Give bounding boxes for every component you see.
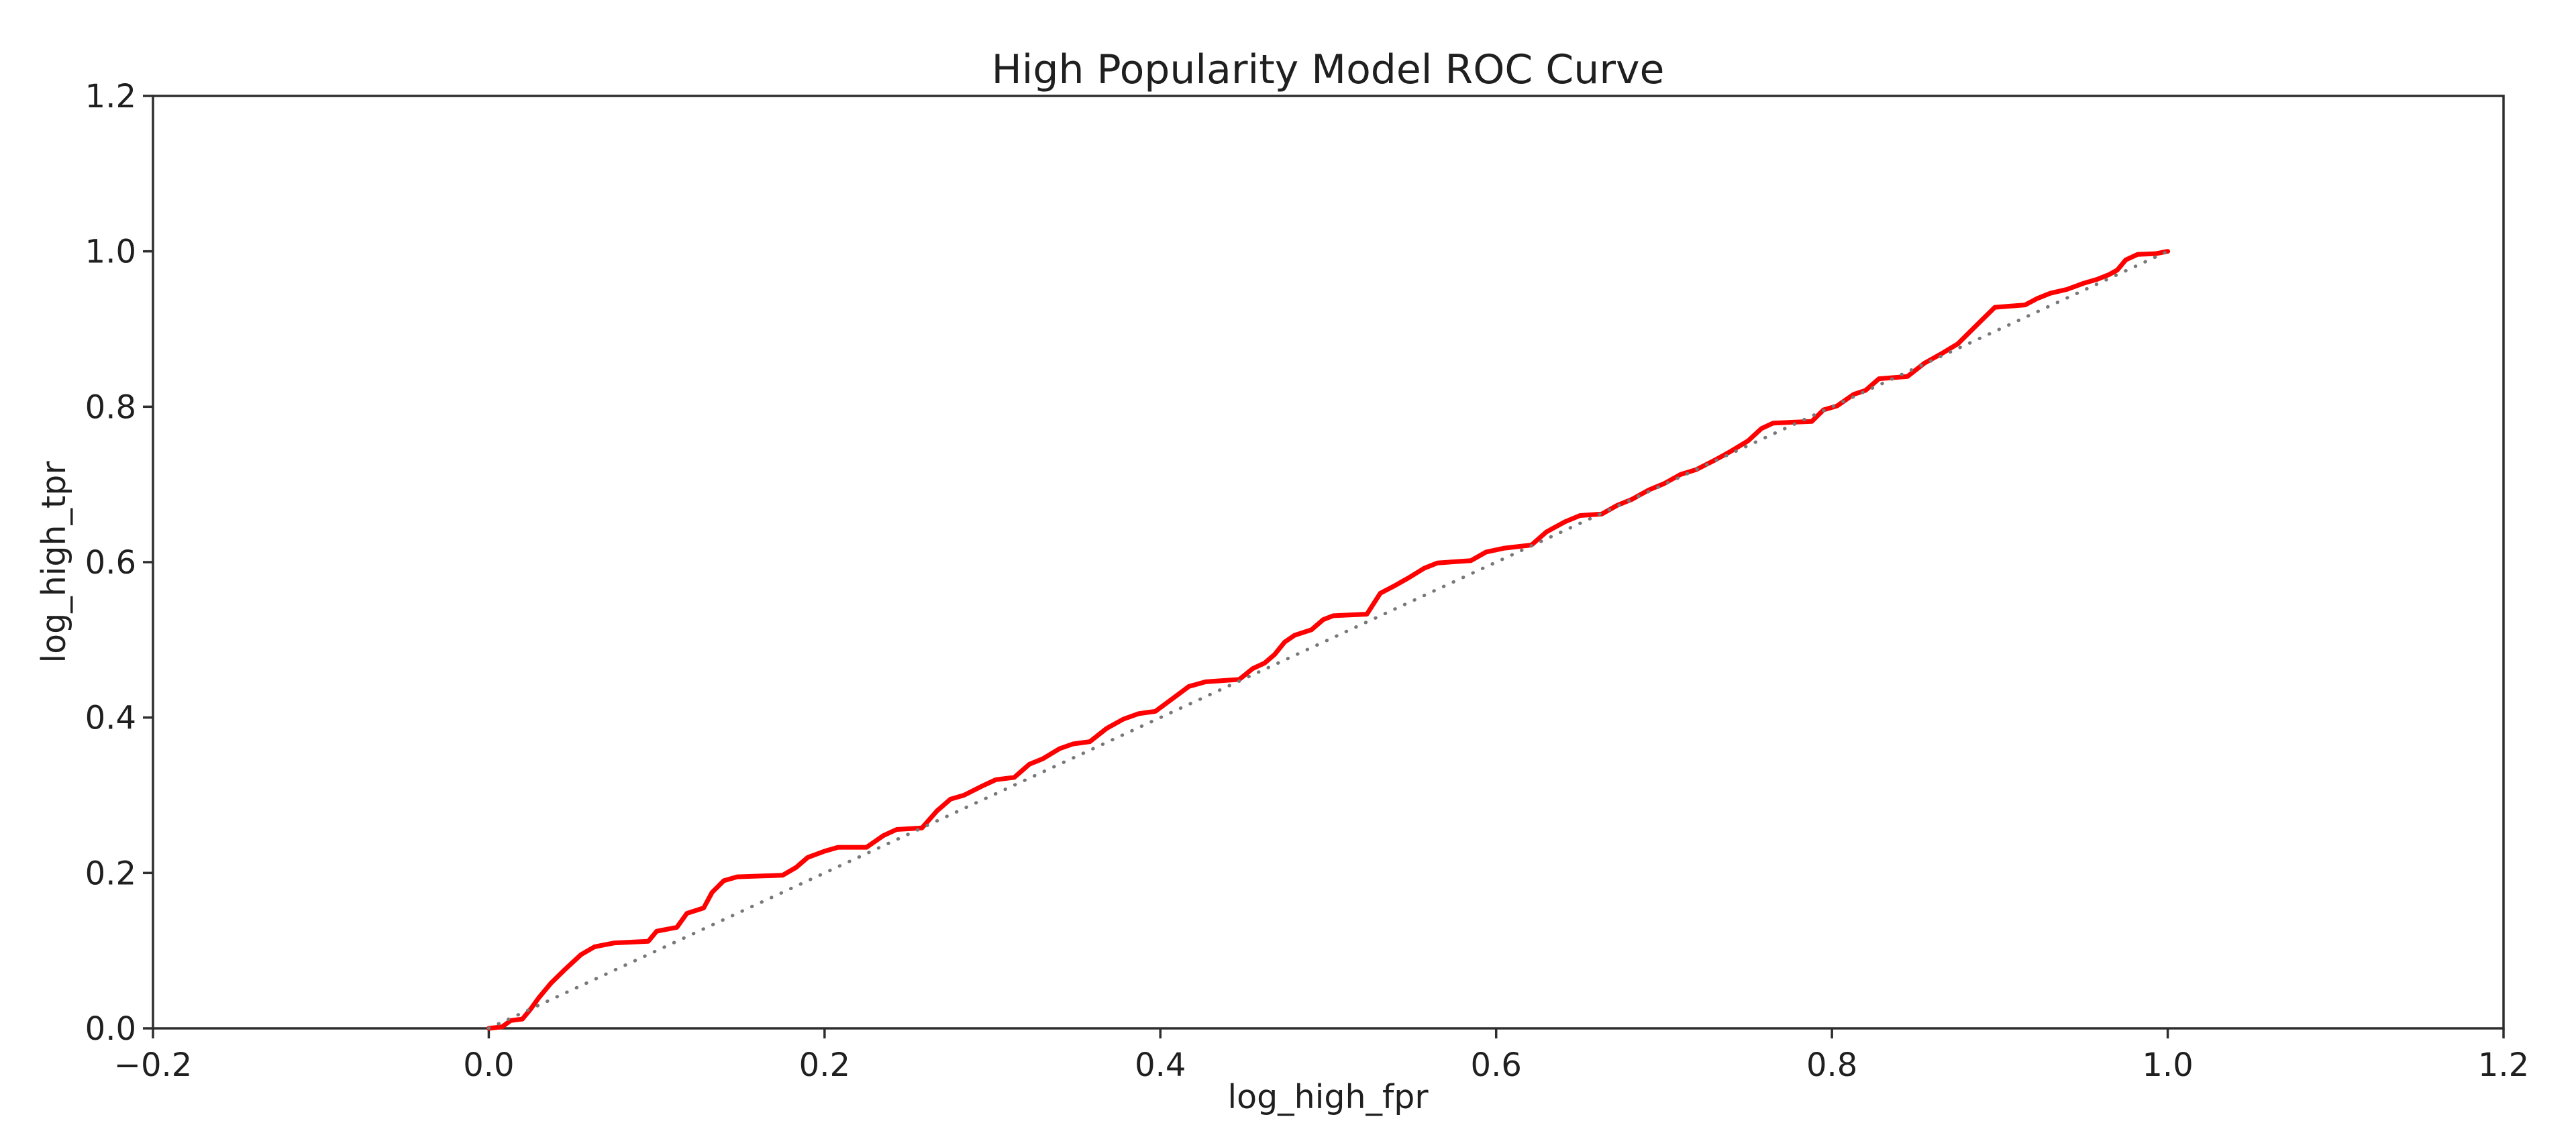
y-tick-label: 0.2: [85, 855, 136, 892]
x-tick-label: 1.2: [2478, 1046, 2529, 1084]
y-axis-label: log_high_tpr: [35, 461, 73, 663]
x-tick-label: 0.0: [463, 1046, 514, 1084]
x-tick-label: 0.6: [1471, 1046, 1522, 1084]
x-tick-label: 1.0: [2142, 1046, 2193, 1084]
plot-frame: [152, 95, 2505, 1030]
roc-curve-line: [486, 249, 2171, 1031]
y-tick-label: 0.0: [85, 1010, 136, 1048]
chart-title: High Popularity Model ROC Curve: [992, 46, 1665, 93]
y-tick-label: 0.6: [85, 544, 136, 582]
x-tick-label: 0.4: [1135, 1046, 1186, 1084]
y-tick-label: 0.8: [85, 388, 136, 426]
x-tick-label: 0.2: [799, 1046, 850, 1084]
x-tick-label: −0.2: [114, 1046, 193, 1084]
plot-series: [486, 249, 2171, 1031]
x-axis-label: log_high_fpr: [1227, 1078, 1429, 1116]
chance-diagonal-line: [486, 250, 2170, 1030]
x-tick-label: 0.8: [1806, 1046, 1857, 1084]
axis-ticks: −0.2 0.0 0.2 0.4 0.6 0.8 1.0 1.20.00.20.40.60.8…: [85, 78, 2530, 1084]
y-tick-label: 1.0: [85, 233, 136, 271]
y-tick-label: 1.2: [85, 78, 136, 115]
y-tick-label: 0.4: [85, 700, 136, 737]
